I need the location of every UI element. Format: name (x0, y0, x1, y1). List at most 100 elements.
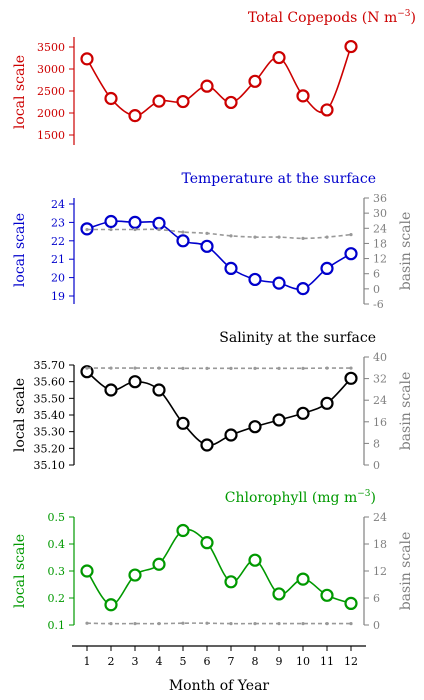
y-tick-label-left: 2000 (37, 107, 65, 120)
chart-title: Chlorophyll (mg m−3) (225, 489, 376, 506)
y-tick-label-right: 0 (373, 619, 380, 632)
data-point-local (344, 39, 358, 54)
data-point-local (200, 438, 214, 452)
x-tick-label: 1 (84, 655, 91, 668)
data-point-local (104, 91, 118, 106)
y-tick-label-right: 12 (373, 565, 387, 578)
chart-title: Salinity at the surface (219, 330, 376, 346)
y-tick-label-right: 12 (373, 253, 387, 266)
data-point-local (344, 247, 358, 261)
chart-title-close: ) (411, 10, 416, 26)
y-tick-label-left: 35.40 (34, 409, 66, 422)
y-tick-label-left: 22 (51, 235, 65, 248)
data-point-basin (205, 231, 209, 235)
data-point-local (104, 214, 118, 229)
chart-title-text: Salinity at the surface (219, 330, 376, 346)
x-tick-label: 4 (156, 655, 163, 668)
data-point-local (296, 282, 310, 296)
data-point-basin (253, 622, 257, 626)
data-point-local (296, 406, 310, 420)
y-tick-label-right: 36 (373, 192, 387, 205)
chart-title-text: Temperature at the surface (181, 171, 376, 187)
y-tick-label-left: 21 (51, 253, 65, 266)
y-tick-label-right: 18 (373, 237, 387, 250)
chart-panel-4: Chlorophyll (mg m−3) 0.1 0.2 0.3 0.4 0.5 local… (12, 489, 414, 632)
chart-title: Total Copepods (N m−3) (248, 9, 416, 26)
y-axis-right-label: basin scale (398, 532, 414, 611)
y-tick-label-right: 0 (373, 459, 380, 472)
y-tick-label-left: 35.20 (34, 442, 66, 455)
data-point-basin (229, 366, 233, 370)
y-tick-label-right: 30 (373, 207, 387, 220)
data-point-basin (325, 235, 329, 239)
data-point-local (320, 396, 334, 410)
data-point-basin (109, 622, 113, 626)
data-point-basin (157, 227, 161, 232)
data-point-local (152, 383, 166, 397)
y-tick-label-left: 35.10 (34, 459, 66, 472)
data-point-basin (133, 622, 137, 626)
y-tick-label-right: 0 (373, 283, 380, 296)
data-point-local (128, 109, 142, 123)
data-point-local (152, 557, 166, 571)
data-point-local (152, 216, 166, 230)
data-point-basin (133, 366, 137, 370)
data-point-basin (181, 230, 185, 234)
data-point-local (320, 261, 334, 275)
data-point-local (104, 383, 118, 397)
data-point-local (272, 276, 286, 290)
data-point-local (200, 79, 214, 93)
y-tick-label-left: 1500 (37, 129, 65, 142)
data-point-basin (85, 366, 89, 370)
data-point-basin (301, 622, 305, 626)
y-tick-label-right: 40 (373, 351, 387, 364)
data-point-local (272, 413, 286, 427)
data-point-local (128, 375, 142, 389)
series-line-basin (86, 622, 351, 625)
data-point-local (224, 428, 238, 442)
data-point-local (296, 89, 310, 103)
data-point-local (128, 215, 142, 229)
data-point-local (128, 568, 142, 582)
y-tick-label-right: 24 (373, 394, 387, 407)
data-point-local (176, 416, 190, 430)
chart-panel-2: Temperature at the surface 19 20 21 22 23 24 lo… (12, 171, 414, 311)
data-point-local (344, 596, 358, 611)
series-line-basin (87, 228, 352, 240)
y-axis-left-label: local scale (12, 534, 28, 608)
data-point-basin (85, 621, 89, 625)
x-tick-label: 12 (344, 655, 358, 668)
y-tick-label-right: 6 (373, 268, 380, 281)
y-tick-label-left: 24 (51, 198, 65, 211)
data-point-local (80, 52, 94, 66)
y-tick-label-left: 23 (51, 216, 65, 229)
chart-title: Temperature at the surface (181, 171, 376, 187)
data-point-local (320, 588, 334, 602)
data-point-local (200, 536, 214, 550)
data-point-local (344, 371, 358, 385)
x-axis-label: Month of Year (169, 678, 270, 694)
data-point-local (200, 239, 214, 253)
chart-panels: Total Copepods (N m−3)150020002500300035… (12, 9, 416, 632)
data-point-local (248, 420, 262, 434)
data-point-basin (133, 227, 137, 232)
data-point-local (248, 74, 262, 88)
x-tick-label: 9 (276, 655, 283, 668)
x-tick-label: 5 (180, 655, 187, 668)
data-point-basin (181, 366, 185, 370)
data-point-basin (325, 622, 329, 626)
y-axis-right-label: basin scale (398, 212, 414, 291)
data-point-local (80, 564, 94, 578)
y-tick-label-left: 3500 (37, 41, 65, 54)
data-point-local (272, 587, 286, 601)
data-point-basin (253, 366, 257, 370)
y-tick-label-left: 35.60 (34, 376, 66, 389)
y-tick-label-left: 3000 (37, 63, 65, 76)
series-line-local (86, 220, 352, 290)
x-tick-label: 7 (228, 655, 235, 668)
y-tick-label-right: 24 (373, 511, 387, 524)
x-tick-label: 6 (204, 655, 211, 668)
data-point-basin (85, 227, 89, 232)
